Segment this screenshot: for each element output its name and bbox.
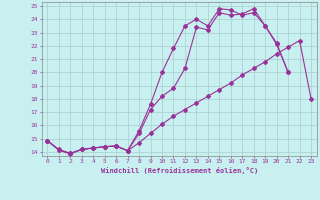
X-axis label: Windchill (Refroidissement éolien,°C): Windchill (Refroidissement éolien,°C) (100, 167, 258, 174)
